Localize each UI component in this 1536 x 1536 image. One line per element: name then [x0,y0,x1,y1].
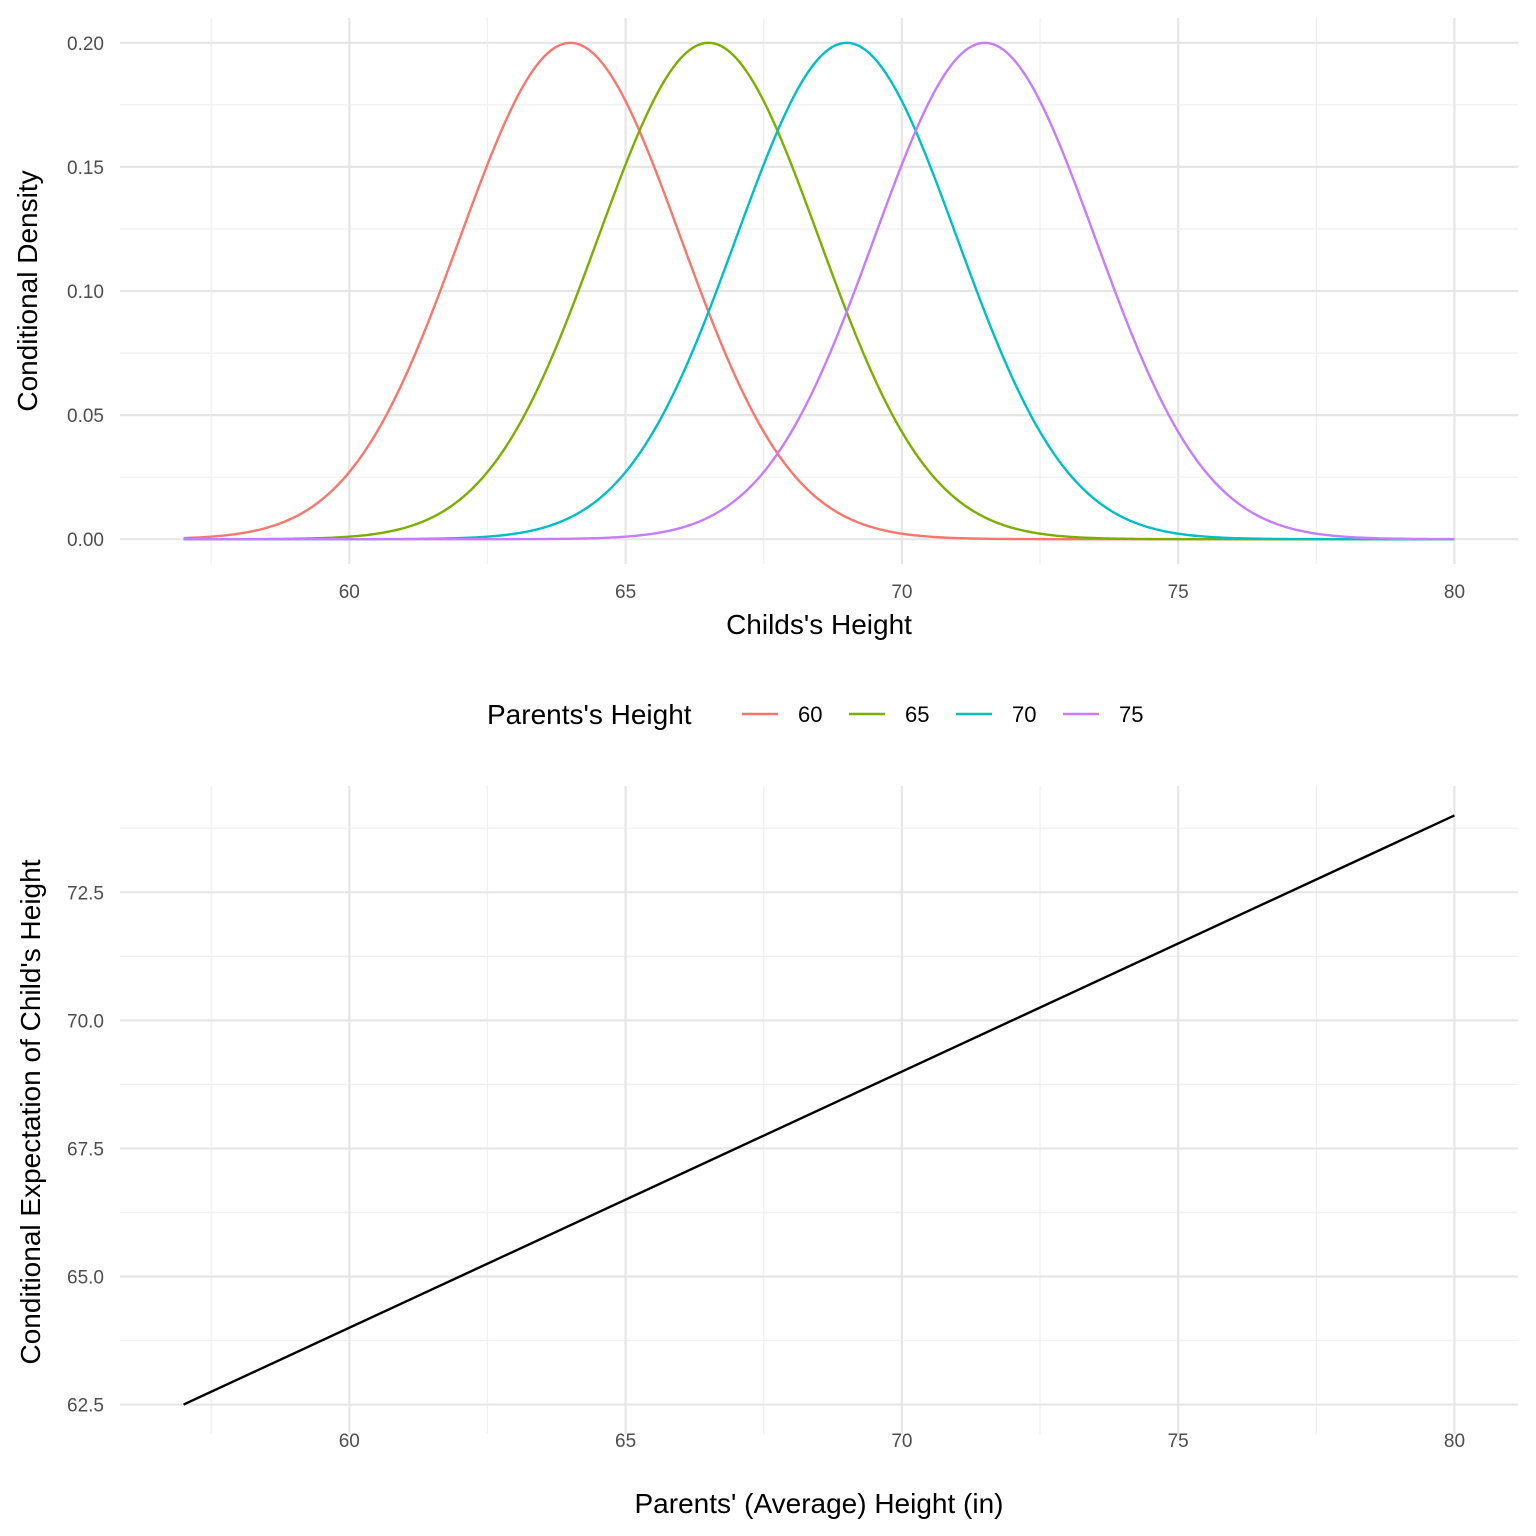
expectation-x-axis-title: Parents' (Average) Height (in) [635,1488,1004,1519]
density-y-tick-labels: 0.00 0.05 0.10 0.15 0.20 [67,34,104,551]
expectation-y-tick-labels: 62.5 65.0 67.5 70.0 72.5 [67,883,104,1416]
density-y-axis-title: Conditional Density [12,170,43,411]
density-x-axis-title: Childs's Height [726,609,912,640]
legend-item-60: 60 [742,702,822,727]
legend-item-65: 65 [849,702,929,727]
x-tick-label: 75 [1168,582,1189,603]
x-tick-label: 75 [1168,1431,1189,1452]
x-tick-label: 60 [339,1431,360,1452]
y-tick-label: 0.20 [67,34,104,55]
legend-item-75: 75 [1063,702,1143,727]
x-tick-label: 65 [615,582,636,603]
legend-title: Parents's Height [487,699,692,730]
y-tick-label: 0.15 [67,158,104,179]
density-panel: 0.00 0.05 0.10 0.15 0.20 60 65 70 75 80 Childs's… [12,18,1518,640]
y-tick-label: 65.0 [67,1267,104,1288]
y-tick-label: 72.5 [67,883,104,904]
density-curve-75 [183,41,1455,541]
expectation-y-axis-title: Conditional Expectation of Child's Heigh… [15,859,46,1364]
density-grid [120,18,1518,564]
y-tick-label: 0.00 [67,530,104,551]
x-tick-label: 60 [339,582,360,603]
legend-label: 75 [1119,702,1143,727]
expectation-panel: 62.5 65.0 67.5 70.0 72.5 60 65 70 75 80 Parents'… [15,786,1518,1519]
legend-label: 60 [798,702,822,727]
expectation-x-tick-labels: 60 65 70 75 80 [339,1431,1465,1452]
y-tick-label: 70.0 [67,1011,104,1032]
y-tick-label: 62.5 [67,1396,104,1417]
x-tick-label: 70 [891,1431,912,1452]
legend-label: 70 [1012,702,1036,727]
expectation-grid [120,786,1518,1434]
legend-item-70: 70 [956,702,1036,727]
x-tick-label: 80 [1444,582,1465,603]
expectation-line-group [183,814,1455,1406]
y-tick-label: 67.5 [67,1139,104,1160]
x-tick-label: 70 [891,582,912,603]
y-tick-label: 0.05 [67,406,104,427]
legend-items: 60 65 70 75 [742,702,1143,727]
y-tick-label: 0.10 [67,282,104,303]
expectation-line [183,814,1455,1406]
x-tick-label: 65 [615,1431,636,1452]
legend-label: 65 [905,702,929,727]
density-curves [183,41,1455,541]
legend: Parents's Height 60 65 70 75 [487,699,1143,730]
density-x-tick-labels: 60 65 70 75 80 [339,582,1465,603]
x-tick-label: 80 [1444,1431,1465,1452]
